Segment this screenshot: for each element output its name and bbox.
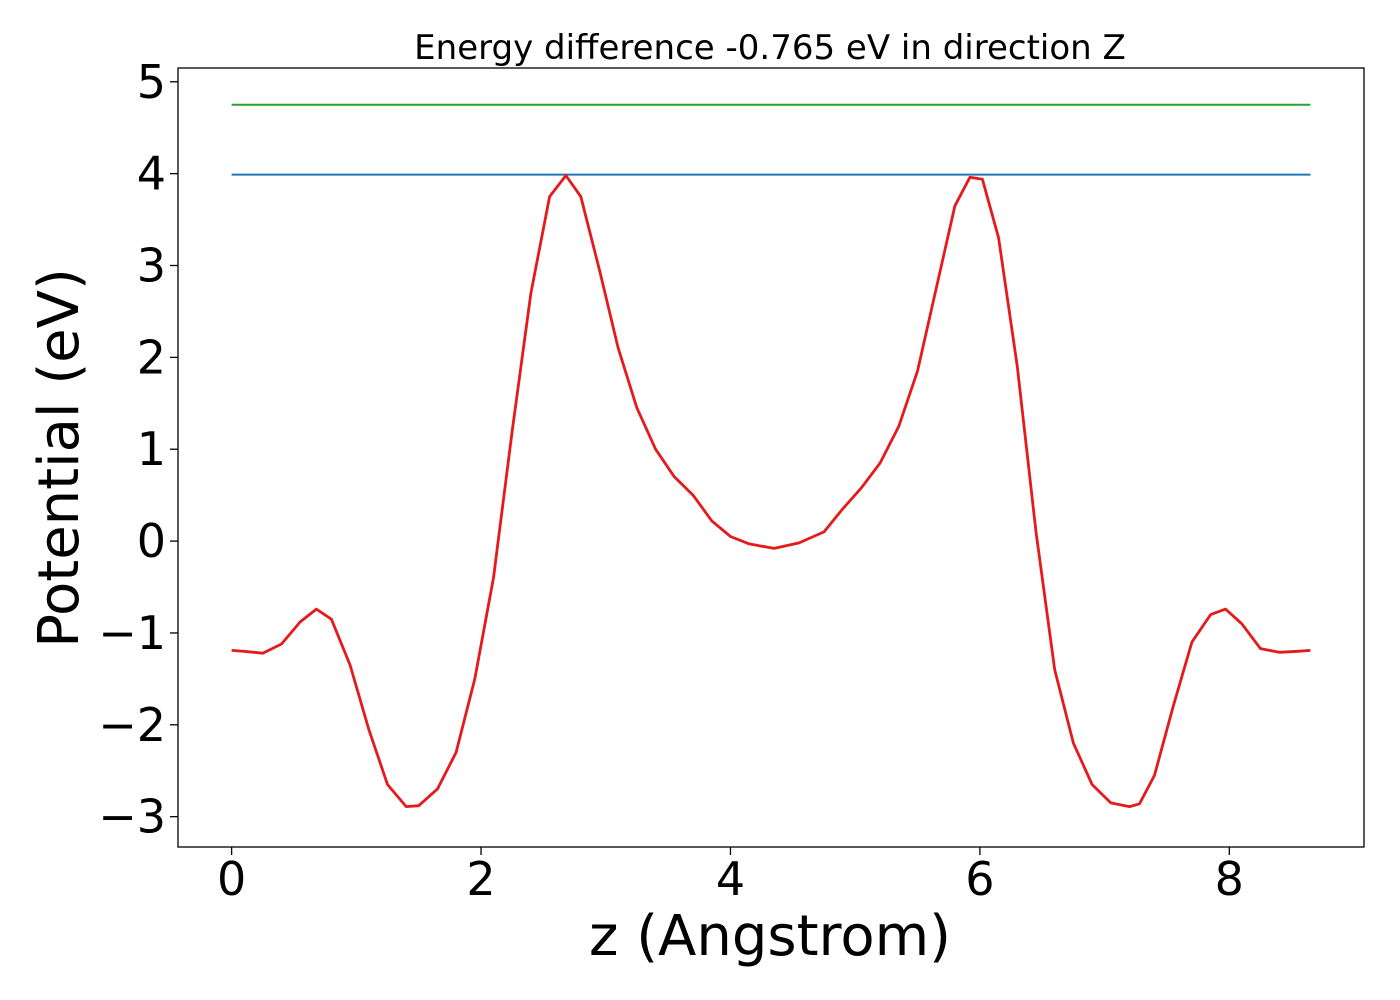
y-tick-label: 3: [137, 239, 166, 293]
y-axis-ticks: −3 −2 −1 0 1 2 3 4 5: [98, 55, 178, 844]
x-tick-label: 8: [1215, 852, 1244, 906]
y-tick-label: 0: [137, 514, 166, 568]
y-tick-label: 4: [137, 147, 166, 201]
y-tick-label: −2: [98, 698, 166, 752]
x-axis-title: z (Angstrom): [589, 904, 951, 969]
y-axis-title: Potential (eV): [27, 268, 92, 648]
x-tick-label: 4: [716, 852, 745, 906]
x-axis-ticks: 0 2 4 6 8: [217, 847, 1244, 906]
x-tick-label: 2: [466, 852, 495, 906]
series-line-3: [231, 174, 1311, 808]
y-tick-label: 5: [137, 55, 166, 109]
y-tick-label: 2: [137, 330, 166, 384]
y-tick-label: 1: [137, 422, 166, 476]
y-tick-label: −3: [98, 790, 166, 844]
y-tick-label: −1: [98, 606, 166, 660]
chart-title: Energy difference -0.765 eV in direction…: [414, 28, 1126, 68]
plot-frame: [177, 67, 1365, 848]
x-tick-label: 6: [965, 852, 994, 906]
series-layer: [231, 103, 1311, 808]
x-tick-label: 0: [217, 852, 246, 906]
